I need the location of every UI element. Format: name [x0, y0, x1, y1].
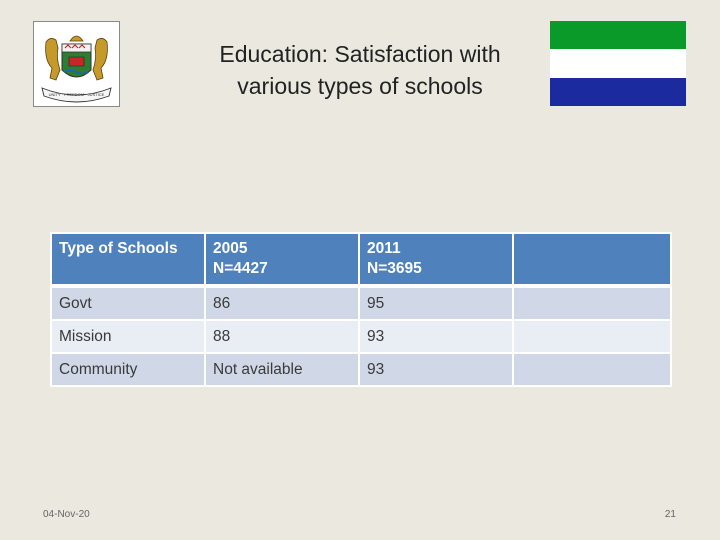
cell-2005: Not available — [204, 352, 360, 387]
satisfaction-table: Type of Schools 2005 N=4427 2011 N=3695 … — [50, 232, 672, 387]
header-label: Type of Schools — [59, 240, 178, 257]
cell-empty — [512, 319, 672, 354]
table-header-row: Type of Schools 2005 N=4427 2011 N=3695 — [50, 232, 672, 287]
motto-text: UNITY · FREEDOM · JUSTICE — [49, 92, 105, 97]
title-line-2: various types of schools — [237, 73, 483, 99]
flag-blue-stripe — [550, 77, 686, 106]
cell-empty — [512, 352, 672, 387]
header-2005: 2005 N=4427 — [204, 232, 360, 287]
cell-2011: 93 — [358, 319, 514, 354]
cell-2011: 93 — [358, 352, 514, 387]
flag-white-stripe — [550, 49, 686, 78]
table-row: Govt 86 95 — [50, 284, 672, 321]
cell-empty — [512, 284, 672, 321]
header-sublabel: N=3695 — [367, 260, 422, 277]
header-type-of-schools: Type of Schools — [50, 232, 206, 287]
footer-date: 04-Nov-20 — [43, 509, 90, 520]
slide-title: Education: Satisfaction with various typ… — [170, 38, 550, 102]
table-row: Community Not available 93 — [50, 352, 672, 387]
sierra-leone-flag-icon — [550, 21, 686, 106]
cell-school-type: Community — [50, 352, 206, 387]
header-2011: 2011 N=3695 — [358, 232, 514, 287]
title-line-1: Education: Satisfaction with — [219, 41, 501, 67]
cell-2005: 86 — [204, 284, 360, 321]
cell-school-type: Mission — [50, 319, 206, 354]
header-label: 2011 — [367, 240, 401, 257]
flag-green-stripe — [550, 21, 686, 50]
table-row: Mission 88 93 — [50, 319, 672, 354]
footer-page-number: 21 — [664, 509, 676, 520]
header-sublabel: N=4427 — [213, 260, 268, 277]
coat-of-arms-emblem: UNITY · FREEDOM · JUSTICE — [33, 21, 120, 107]
coat-of-arms-icon: UNITY · FREEDOM · JUSTICE — [41, 35, 112, 103]
header-label: 2005 — [213, 240, 248, 257]
header-empty — [512, 232, 672, 287]
cell-school-type: Govt — [50, 284, 206, 321]
cell-2011: 95 — [358, 284, 514, 321]
cell-2005: 88 — [204, 319, 360, 354]
